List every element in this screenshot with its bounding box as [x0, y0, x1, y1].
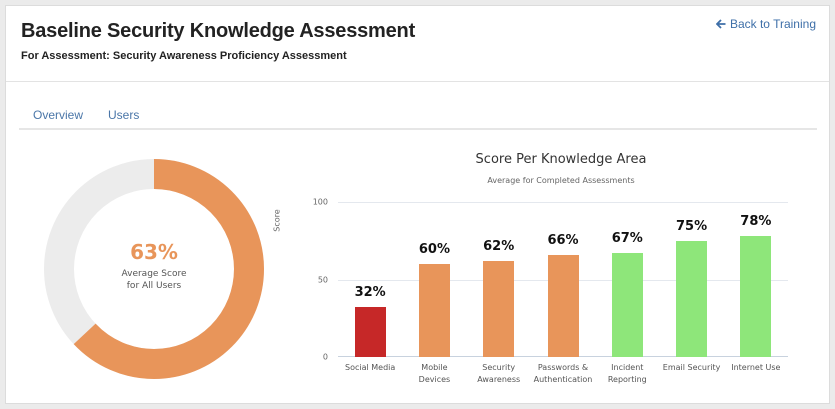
x-tick-label: Internet Use: [731, 363, 781, 372]
average-score-caption: Average Score for All Users: [121, 269, 187, 291]
bar-value-label: 67%: [611, 231, 643, 247]
page-header: Baseline Security Knowledge Assessment F…: [6, 6, 829, 82]
back-to-training-link[interactable]: Back to Training: [715, 17, 816, 31]
y-tick-label: 50: [317, 275, 328, 284]
arrow-left-icon: [715, 19, 726, 29]
bar-social-media[interactable]: [354, 307, 386, 357]
average-score-donut: 63% Average Score for All Users: [43, 143, 265, 403]
x-tick-label: Security Awareness: [477, 363, 521, 384]
donut-center: 63% Average Score for All Users: [43, 143, 265, 393]
bar-value-label: 62%: [483, 238, 515, 254]
bar-email-security[interactable]: [676, 240, 708, 357]
bar-value-label: 32%: [354, 285, 386, 301]
score-per-knowledge-area-chart: Score Per Knowledge Area Average for Com…: [273, 146, 826, 396]
bar-value-label: 78%: [740, 214, 772, 230]
bar-security-awareness[interactable]: [483, 260, 515, 357]
page-title: Baseline Security Knowledge Assessment: [21, 20, 416, 42]
assessment-card: Baseline Security Knowledge Assessment F…: [5, 5, 830, 404]
back-link-label: Back to Training: [729, 17, 816, 31]
y-tick-label: 0: [322, 352, 328, 362]
tab-users[interactable]: Users: [108, 108, 140, 122]
x-tick-label: Social Media: [345, 363, 396, 372]
bar-internet-use[interactable]: [740, 236, 772, 357]
donut-chart: [44, 159, 264, 379]
tab-overview[interactable]: Overview: [33, 108, 84, 122]
y-tick-label: 100: [312, 197, 328, 207]
average-score-value: 63%: [130, 240, 178, 264]
bar-value-label: 66%: [547, 232, 579, 248]
y-axis-label: Score: [272, 209, 282, 232]
gridline: [338, 202, 788, 203]
tab-bar: Overview Users: [19, 102, 817, 130]
bar-mobile-devices[interactable]: [418, 264, 450, 357]
bar-incident-reporting[interactable]: [611, 253, 643, 357]
x-tick-label: Email Security: [662, 363, 721, 372]
plot-area: 0 50 100 32% Social Media 60% Mobile Devices 62%…: [313, 198, 788, 384]
bar-passwords-authentication[interactable]: [547, 254, 579, 357]
donut-score-arc: [44, 159, 264, 379]
page-subtitle: For Assessment: Security Awareness Profi…: [21, 50, 347, 62]
x-tick-label: Passwords & Authentication: [533, 363, 593, 384]
bar-value-label: 75%: [676, 218, 708, 234]
chart-title: Score Per Knowledge Area: [475, 152, 647, 167]
x-tick-label: Mobile Devices: [418, 363, 451, 384]
bar-value-label: 60%: [418, 242, 450, 257]
x-tick-label: Incident Reporting: [607, 363, 647, 384]
chart-subtitle: Average for Completed Assessments: [487, 176, 635, 185]
